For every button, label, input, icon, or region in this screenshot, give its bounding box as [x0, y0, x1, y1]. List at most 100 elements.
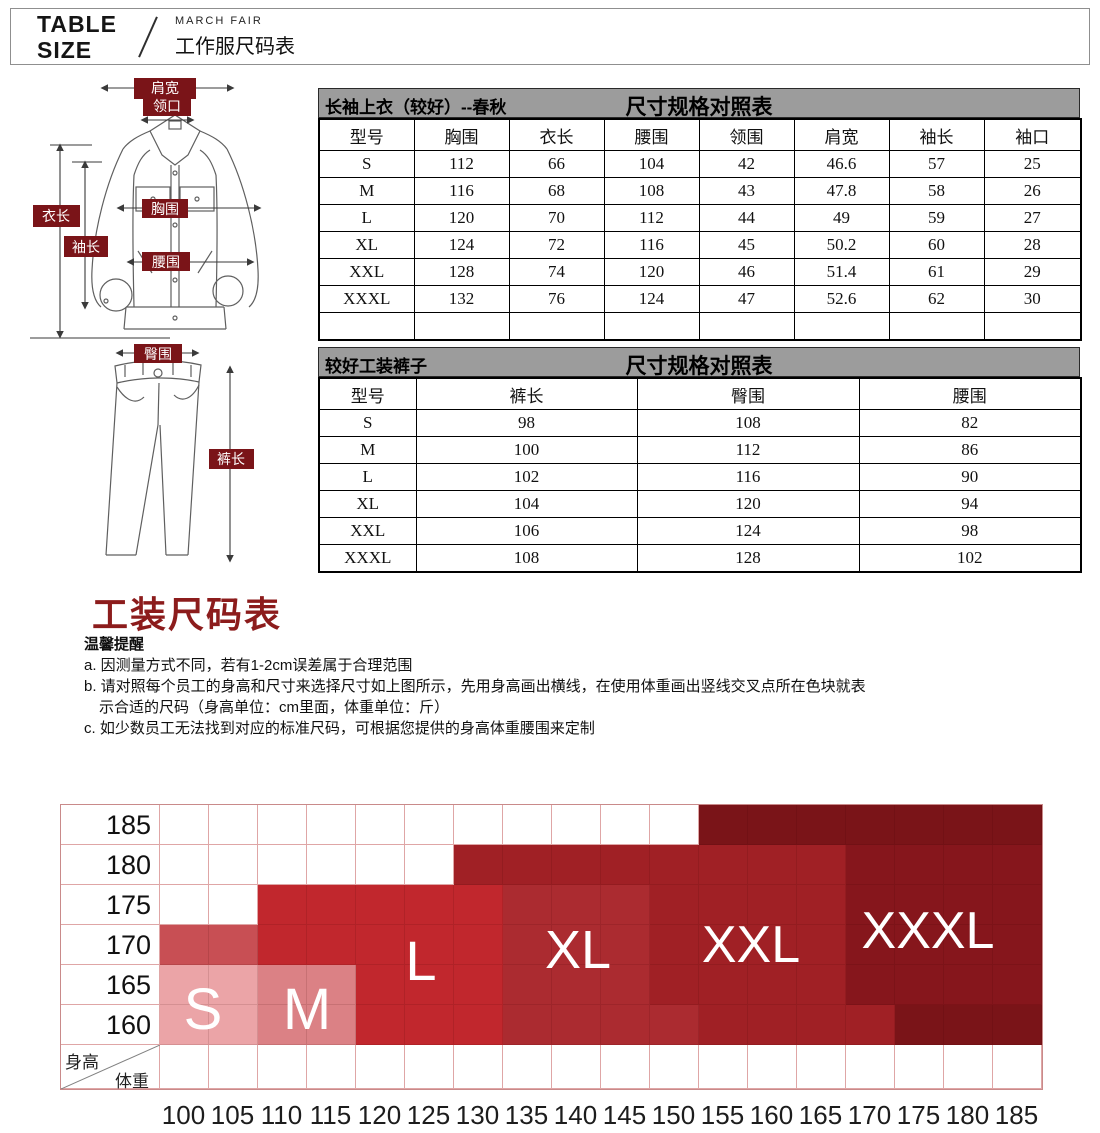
value-cell: 66	[508, 150, 605, 178]
column-header: 臀围	[636, 377, 860, 410]
chart-cell	[895, 965, 944, 1005]
pants-length-label: 裤长	[217, 451, 245, 467]
chart-cell	[160, 845, 209, 885]
chart-cell	[307, 1045, 356, 1089]
empty-cell	[698, 312, 795, 341]
chart-cell	[699, 805, 748, 845]
chart-cell	[993, 1045, 1042, 1089]
value-cell: 104	[603, 150, 700, 178]
length-label: 衣长	[42, 208, 70, 224]
chart-cell	[454, 845, 503, 885]
chart-cell	[503, 805, 552, 845]
collar-label: 领口	[153, 98, 181, 114]
size-label-cell: XXXL	[318, 285, 415, 313]
weight-tick: 115	[309, 1100, 352, 1130]
chart-cell	[895, 1045, 944, 1089]
chart-cell	[846, 925, 895, 965]
chart-cell	[650, 885, 699, 925]
chart-cell	[797, 1005, 846, 1045]
empty-row	[318, 312, 1082, 341]
chart-cell	[454, 925, 503, 965]
chart-cell	[895, 1005, 944, 1045]
chart-cell	[503, 1005, 552, 1045]
size-zone-label: XL	[544, 920, 612, 980]
waist-label: 腰围	[152, 254, 180, 270]
size-zone-label: S	[183, 977, 223, 1042]
chart-cell	[405, 845, 454, 885]
chart-cell	[160, 1045, 209, 1089]
value-cell: 120	[636, 490, 860, 518]
value-cell: 116	[636, 463, 860, 491]
value-cell: 46.6	[793, 150, 890, 178]
chart-cell	[356, 885, 405, 925]
height-row-label: 170	[61, 925, 160, 965]
size-label-cell: S	[318, 150, 415, 178]
chart-cell	[748, 965, 797, 1005]
size-label-cell: XL	[318, 490, 417, 518]
chart-cell	[258, 845, 307, 885]
height-row-label: 175	[61, 885, 160, 925]
value-cell: 72	[508, 231, 605, 259]
chart-cell	[601, 845, 650, 885]
value-cell: 44	[698, 204, 795, 232]
notes-block: 温馨提醒 a. 因测量方式不同，若有1-2cm误差属于合理范围 b. 请对照每个员…	[84, 634, 1044, 739]
chart-cell	[797, 965, 846, 1005]
chart-cell	[258, 885, 307, 925]
value-cell: 43	[698, 177, 795, 205]
value-cell: 112	[603, 204, 700, 232]
chart-cell	[356, 965, 405, 1005]
chart-cell	[209, 1045, 258, 1089]
chart-cell	[209, 965, 258, 1005]
column-header: 腰围	[603, 118, 700, 151]
chart-cell	[895, 925, 944, 965]
value-cell: 57	[888, 150, 985, 178]
weight-tick: 180	[945, 1100, 990, 1130]
value-cell: 52.6	[793, 285, 890, 313]
chart-cell	[699, 965, 748, 1005]
chart-cell	[797, 885, 846, 925]
chart-cell	[650, 965, 699, 1005]
height-row-label: 180	[61, 845, 160, 885]
chart-cell	[209, 805, 258, 845]
chart-cell	[454, 805, 503, 845]
table-row: L 102 116 90	[318, 463, 1082, 491]
chart-cell	[650, 1005, 699, 1045]
value-cell: 26	[983, 177, 1082, 205]
value-cell: 102	[415, 463, 638, 491]
value-cell: 124	[413, 231, 510, 259]
value-cell: 49	[793, 204, 890, 232]
chart-cell	[748, 885, 797, 925]
size-zone-label: M	[282, 977, 332, 1042]
chart-cell	[405, 965, 454, 1005]
table-row: XXXL 132 76 124 47 52.6 62 30	[318, 285, 1082, 313]
value-cell: 50.2	[793, 231, 890, 259]
value-cell: 112	[636, 436, 860, 464]
table-row: S 98 108 82	[318, 409, 1082, 437]
chart-cell	[797, 805, 846, 845]
value-cell: 76	[508, 285, 605, 313]
weight-axis-label: 体重	[115, 1072, 149, 1091]
chart-cell	[944, 1045, 993, 1089]
weight-tick: 140	[553, 1100, 598, 1130]
header-title: TABLE SIZE	[37, 10, 117, 63]
value-cell: 59	[888, 204, 985, 232]
chart-cell	[552, 925, 601, 965]
chart-cell	[356, 1005, 405, 1045]
chart-cell	[356, 805, 405, 845]
chart-cell	[993, 965, 1042, 1005]
value-cell: 86	[858, 436, 1082, 464]
chart-cell	[356, 925, 405, 965]
chart-cell	[405, 925, 454, 965]
weight-tick: 105	[210, 1100, 255, 1130]
chart-cell	[846, 885, 895, 925]
chart-cell	[552, 845, 601, 885]
chart-cell	[944, 805, 993, 845]
chart-cell	[258, 1005, 307, 1045]
value-cell: 108	[603, 177, 700, 205]
chart-cell	[258, 925, 307, 965]
column-header: 衣长	[508, 118, 605, 151]
chart-cell	[503, 885, 552, 925]
weight-tick: 175	[896, 1100, 941, 1130]
column-header: 肩宽	[793, 118, 890, 151]
measurement-labels: 肩宽 领口 衣长 袖长 胸围 腰围 臀围 裤长	[33, 78, 254, 469]
